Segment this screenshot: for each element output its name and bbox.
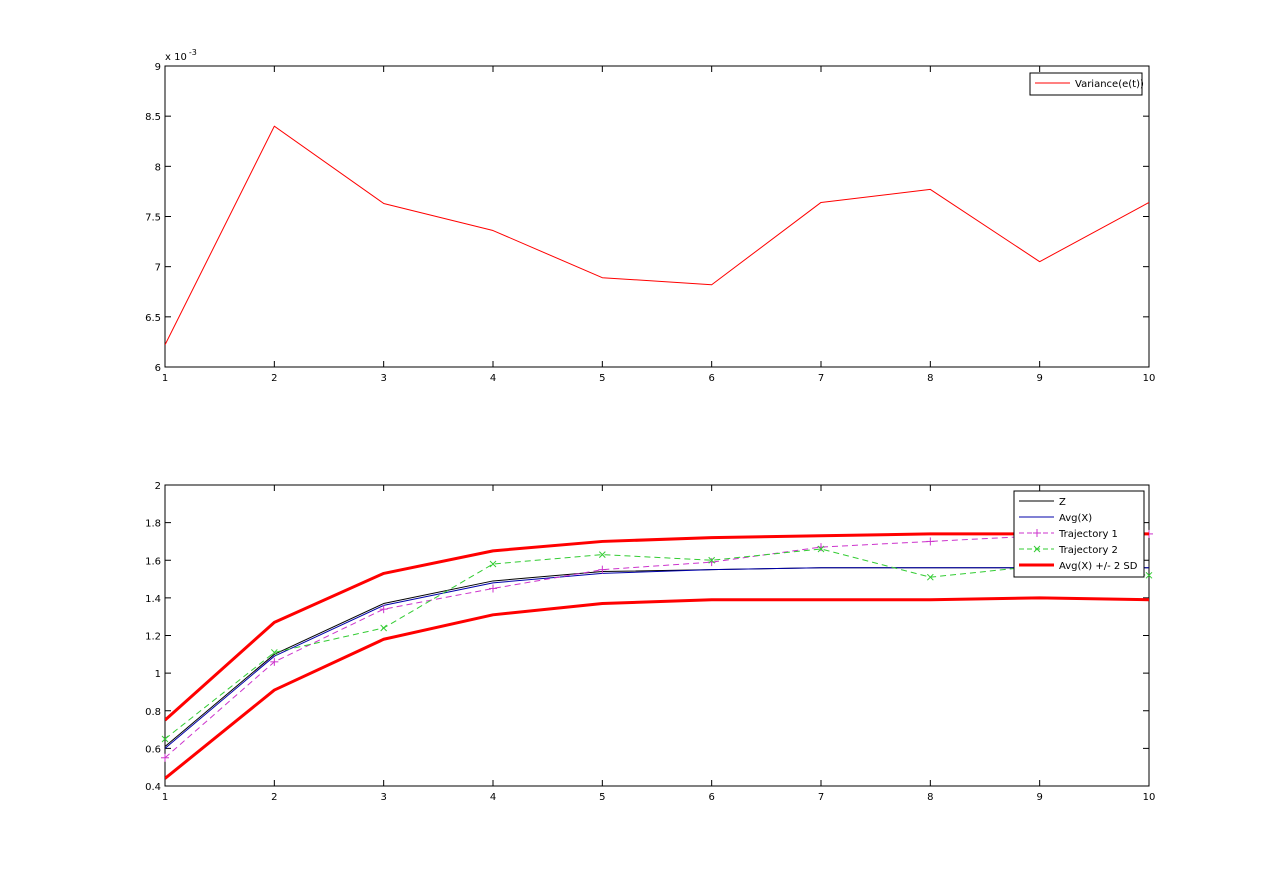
legend-label: Avg(X) <box>1059 513 1092 524</box>
data-point <box>707 558 716 567</box>
y-tick-label: 2 <box>155 481 161 492</box>
data-point <box>379 605 388 614</box>
y-exponent-power: -3 <box>189 48 197 57</box>
legend-label: Trajectory 1 <box>1058 529 1118 540</box>
x-tick-label: 6 <box>708 373 714 384</box>
x-tick-label: 2 <box>271 373 277 384</box>
chart-panel-2: 1 2 3 4 5 6 7 8 9 10 0.4 0.6 0.8 1 1.2 1.4 1.6 1.8 2 Z Avg(X… <box>145 481 1155 803</box>
x-tick-label: 8 <box>927 792 933 803</box>
x-tick-label: 1 <box>162 792 168 803</box>
legend: Z Avg(X) Trajectory 1 Trajectory 2 Avg(X) +/… <box>1013 490 1145 578</box>
x-tick-label: 3 <box>380 373 386 384</box>
x-tick-label: 6 <box>708 792 714 803</box>
y-tick-label: 0.4 <box>145 782 161 793</box>
data-point <box>161 735 169 743</box>
legend-label: Variance(e(t)) <box>1075 79 1144 90</box>
data-point <box>926 573 934 581</box>
x-tick-label: 5 <box>599 373 605 384</box>
data-point <box>817 543 825 552</box>
y-tick-label: 1.2 <box>145 632 161 643</box>
series-line-trajectory-2 <box>165 548 1149 740</box>
y-tick-label: 0.8 <box>145 707 161 718</box>
x-tick-label: 10 <box>1143 792 1156 803</box>
y-tick-label: 7.5 <box>145 213 161 224</box>
series-line-avg-x- <box>165 567 1149 749</box>
legend-label: Avg(X) +/- 2 SD <box>1059 561 1138 572</box>
x-tick-label: 10 <box>1143 373 1156 384</box>
x-tick-label: 8 <box>927 373 933 384</box>
data-point <box>1145 571 1153 579</box>
y-tick-label: 0.6 <box>145 744 161 755</box>
y-tick-label: 7 <box>155 263 161 274</box>
data-point <box>926 537 935 546</box>
data-point <box>270 657 279 666</box>
y-tick-label: 6 <box>155 363 161 374</box>
x-tick-label: 9 <box>1036 373 1042 384</box>
x-tick-label: 9 <box>1036 792 1042 803</box>
y-tick-label: 9 <box>155 62 161 73</box>
data-point <box>598 551 606 558</box>
y-exponent-label: x 10 <box>165 52 187 63</box>
series-line-trajectory-1 <box>165 533 1149 759</box>
legend-box <box>1013 490 1145 578</box>
x-tick-label: 4 <box>490 792 496 803</box>
y-tick-label: 8.5 <box>145 112 161 123</box>
legend: Variance(e(t)) <box>1029 72 1144 96</box>
legend-box <box>1029 72 1143 96</box>
y-tick-label: 1.6 <box>145 556 161 567</box>
x-tick-label: 7 <box>818 792 824 803</box>
x-tick-label: 4 <box>490 373 496 384</box>
y-tick-label: 1 <box>155 669 161 680</box>
x-tick-label: 3 <box>380 792 386 803</box>
x-tick-label: 1 <box>162 373 168 384</box>
plot-area <box>164 484 1150 787</box>
data-point <box>708 556 716 564</box>
plot-area <box>164 65 1150 368</box>
data-point <box>489 584 497 593</box>
y-tick-label: 8 <box>155 162 161 173</box>
data-point <box>380 624 388 632</box>
data-point <box>489 560 497 568</box>
legend-label: Z <box>1059 497 1066 508</box>
data-point <box>161 753 169 762</box>
y-tick-label: 6.5 <box>145 313 161 324</box>
y-tick-label: 1.4 <box>145 594 161 605</box>
data-point <box>270 649 278 656</box>
x-tick-label: 2 <box>271 792 277 803</box>
series-line-lower-band <box>165 596 1149 780</box>
x-tick-label: 5 <box>599 792 605 803</box>
data-point <box>598 565 607 574</box>
chart-panel-1: 1 2 3 4 5 6 7 8 9 10 6 6.5 7 7.5 8 8.5 9 x 10 -3 Variance(e… <box>145 48 1155 384</box>
series-line-variance-e-t- <box>165 125 1149 346</box>
legend-label: Trajectory 2 <box>1058 545 1118 556</box>
y-tick-label: 1.8 <box>145 519 161 530</box>
data-point <box>817 545 825 553</box>
series-line-avg-x-2-sd <box>165 532 1149 722</box>
x-tick-label: 7 <box>818 373 824 384</box>
